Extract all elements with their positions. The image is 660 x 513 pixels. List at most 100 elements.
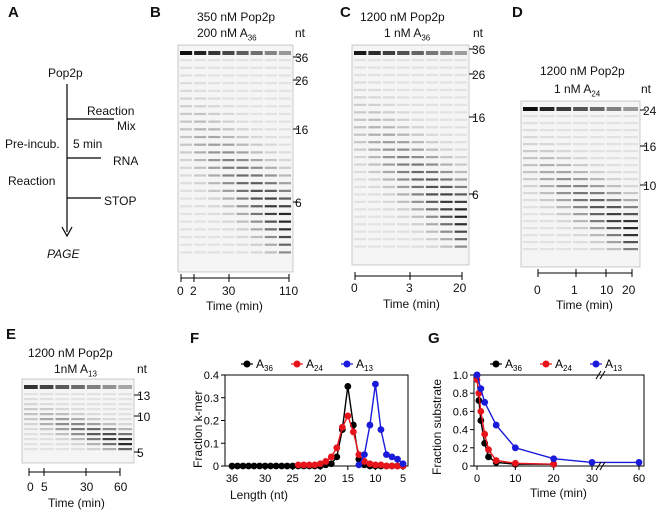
gel-band bbox=[454, 103, 467, 106]
gel-band bbox=[39, 385, 54, 389]
gel-band bbox=[573, 234, 588, 237]
gel-band bbox=[194, 235, 207, 239]
gel-band bbox=[278, 120, 291, 123]
gel-band bbox=[354, 133, 367, 136]
data-point bbox=[492, 421, 500, 429]
gel-band bbox=[425, 193, 439, 196]
gel-band bbox=[368, 238, 381, 241]
gel-band bbox=[222, 197, 235, 200]
gel-band bbox=[623, 143, 638, 146]
gel-band bbox=[425, 88, 439, 92]
gel-band bbox=[55, 403, 70, 406]
data-point bbox=[394, 462, 401, 470]
gel-band bbox=[71, 408, 85, 411]
gel-band bbox=[440, 81, 453, 84]
panel-letter-b: B bbox=[150, 4, 161, 21]
gel-band bbox=[589, 136, 605, 139]
gel-band bbox=[368, 66, 381, 69]
gel-band bbox=[194, 120, 207, 123]
gel-band bbox=[454, 88, 467, 92]
gel-band bbox=[236, 89, 249, 92]
gel-band bbox=[411, 215, 424, 218]
gel-band bbox=[354, 156, 367, 159]
gel-band bbox=[368, 51, 381, 55]
gel-band bbox=[539, 220, 555, 223]
gel-band bbox=[523, 171, 538, 174]
gel-band bbox=[118, 385, 132, 389]
gel-band bbox=[573, 157, 588, 160]
gel-band bbox=[425, 148, 439, 151]
gel-band bbox=[180, 128, 193, 131]
gel-band bbox=[573, 241, 588, 244]
gel-band bbox=[368, 178, 381, 181]
gel-band bbox=[208, 66, 221, 69]
axis-break-mark bbox=[599, 461, 606, 471]
gel-band bbox=[368, 163, 381, 166]
gel-band bbox=[556, 107, 572, 111]
gel-band bbox=[278, 143, 291, 146]
gel-band bbox=[440, 245, 453, 248]
schematic-preincub: Pre-incub. bbox=[5, 137, 60, 151]
gel-band bbox=[556, 115, 572, 118]
gel-band bbox=[523, 136, 538, 139]
gel-band bbox=[180, 51, 193, 55]
gel-band bbox=[556, 206, 572, 209]
data-point bbox=[485, 453, 492, 461]
gel-band bbox=[382, 156, 396, 159]
gel-band bbox=[556, 185, 572, 188]
gel-band bbox=[102, 403, 117, 406]
gel-band bbox=[523, 129, 538, 132]
gel-band bbox=[278, 97, 291, 100]
data-point bbox=[261, 462, 269, 470]
gel-band bbox=[440, 193, 453, 196]
gel-band bbox=[440, 111, 453, 114]
gel-band bbox=[606, 220, 622, 223]
data-point bbox=[278, 462, 286, 470]
gel-band bbox=[454, 230, 467, 233]
gel-band bbox=[397, 156, 410, 159]
gel-band bbox=[440, 73, 453, 77]
gel-band bbox=[397, 51, 410, 55]
gel-band bbox=[411, 163, 424, 166]
gel-band bbox=[382, 193, 396, 196]
gel-band bbox=[194, 251, 207, 254]
gel-band bbox=[454, 223, 467, 226]
gel-band bbox=[208, 120, 221, 123]
gel-band bbox=[24, 403, 38, 406]
gel-band bbox=[368, 223, 381, 226]
legend-label: A36 bbox=[505, 357, 522, 373]
gel-band bbox=[539, 206, 555, 209]
gel-band bbox=[71, 443, 85, 446]
panel-letter-e: E bbox=[6, 326, 17, 343]
data-point bbox=[234, 462, 241, 470]
data-point bbox=[366, 460, 374, 468]
gel-band bbox=[454, 126, 467, 129]
gel-band bbox=[208, 159, 221, 162]
gel-band bbox=[278, 251, 291, 254]
gel-d-title-1: 1200 nM Pop2p bbox=[540, 64, 625, 78]
panel-letter-c: C bbox=[340, 4, 351, 21]
gel-band bbox=[411, 193, 424, 196]
data-point bbox=[473, 371, 481, 379]
gel-band bbox=[264, 220, 277, 223]
data-point bbox=[333, 444, 341, 452]
gel-band bbox=[102, 418, 117, 421]
gel-band bbox=[222, 151, 235, 154]
gel-band bbox=[411, 103, 424, 106]
gel-band bbox=[411, 245, 424, 248]
data-point bbox=[477, 408, 485, 415]
gel-band bbox=[454, 185, 467, 189]
gel-band bbox=[523, 107, 538, 111]
gel-band bbox=[454, 96, 467, 99]
gel-band bbox=[573, 192, 588, 195]
gel-band bbox=[397, 66, 410, 69]
gel-band bbox=[589, 185, 605, 188]
gel-band bbox=[180, 120, 193, 123]
gel-band bbox=[573, 122, 588, 125]
gel-band bbox=[39, 393, 54, 396]
gel-band bbox=[278, 135, 291, 139]
gel-band bbox=[454, 133, 467, 136]
gel-band bbox=[236, 205, 249, 208]
gel-band bbox=[573, 107, 588, 111]
